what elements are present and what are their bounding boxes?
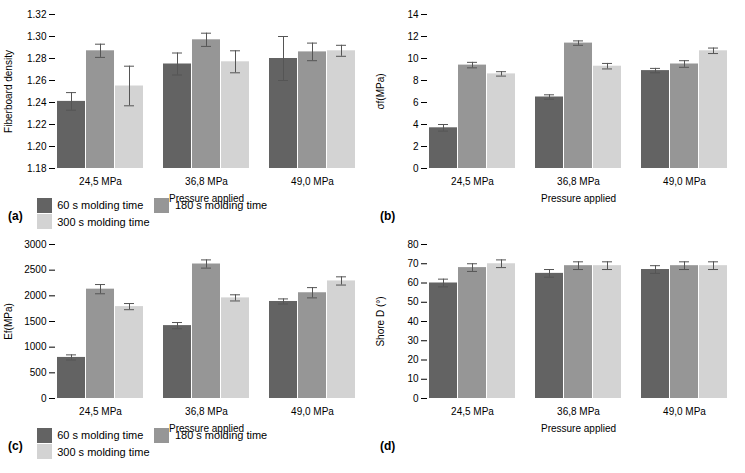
svg-text:Pressure applied: Pressure applied xyxy=(541,423,616,434)
svg-text:50: 50 xyxy=(407,296,419,307)
svg-text:4: 4 xyxy=(413,119,419,130)
svg-text:60: 60 xyxy=(407,277,419,288)
svg-text:Ef(MPa): Ef(MPa) xyxy=(3,303,14,340)
svg-text:24,5 MPa: 24,5 MPa xyxy=(451,406,494,417)
svg-text:49,0 MPa: 49,0 MPa xyxy=(291,176,334,187)
svg-text:σf(MPa): σf(MPa) xyxy=(375,73,386,109)
svg-text:49,0 MPa: 49,0 MPa xyxy=(663,406,706,417)
svg-text:14: 14 xyxy=(407,9,419,20)
svg-text:0: 0 xyxy=(413,393,419,404)
svg-text:24,5 MPa: 24,5 MPa xyxy=(79,176,122,187)
svg-text:10: 10 xyxy=(407,53,419,64)
svg-text:30: 30 xyxy=(407,335,419,346)
svg-text:36,8 MPa: 36,8 MPa xyxy=(185,176,228,187)
svg-text:40: 40 xyxy=(407,316,419,327)
svg-text:80: 80 xyxy=(407,239,419,250)
svg-text:500: 500 xyxy=(30,367,47,378)
svg-text:49,0 MPa: 49,0 MPa xyxy=(291,406,334,417)
svg-text:24,5 MPa: 24,5 MPa xyxy=(451,176,494,187)
svg-text:8: 8 xyxy=(413,75,419,86)
svg-text:2000: 2000 xyxy=(24,290,47,301)
svg-text:10: 10 xyxy=(407,373,419,384)
svg-text:1.26: 1.26 xyxy=(27,75,47,86)
svg-text:36,8 MPa: 36,8 MPa xyxy=(185,406,228,417)
svg-text:2500: 2500 xyxy=(24,264,47,275)
svg-text:Fiberboard density: Fiberboard density xyxy=(3,50,14,133)
svg-text:3000: 3000 xyxy=(24,239,47,250)
svg-text:49,0 MPa: 49,0 MPa xyxy=(663,176,706,187)
svg-text:1.28: 1.28 xyxy=(27,53,47,64)
svg-text:1.24: 1.24 xyxy=(27,97,47,108)
svg-text:36,8 MPa: 36,8 MPa xyxy=(557,406,600,417)
svg-text:1.20: 1.20 xyxy=(27,141,47,152)
svg-text:1.30: 1.30 xyxy=(27,31,47,42)
svg-text:70: 70 xyxy=(407,258,419,269)
svg-text:24,5 MPa: 24,5 MPa xyxy=(79,406,122,417)
svg-text:36,8 MPa: 36,8 MPa xyxy=(557,176,600,187)
svg-text:0: 0 xyxy=(413,163,419,174)
svg-text:Pressure applied: Pressure applied xyxy=(541,193,616,204)
svg-text:1000: 1000 xyxy=(24,341,47,352)
svg-text:12: 12 xyxy=(407,31,419,42)
svg-text:6: 6 xyxy=(413,97,419,108)
svg-text:1500: 1500 xyxy=(24,316,47,327)
svg-text:0: 0 xyxy=(41,393,47,404)
svg-text:1.32: 1.32 xyxy=(27,9,47,20)
svg-text:1.18: 1.18 xyxy=(27,163,47,174)
svg-text:1.22: 1.22 xyxy=(27,119,47,130)
svg-text:20: 20 xyxy=(407,354,419,365)
svg-text:2: 2 xyxy=(413,141,419,152)
svg-text:Shore D (°): Shore D (°) xyxy=(375,296,386,346)
